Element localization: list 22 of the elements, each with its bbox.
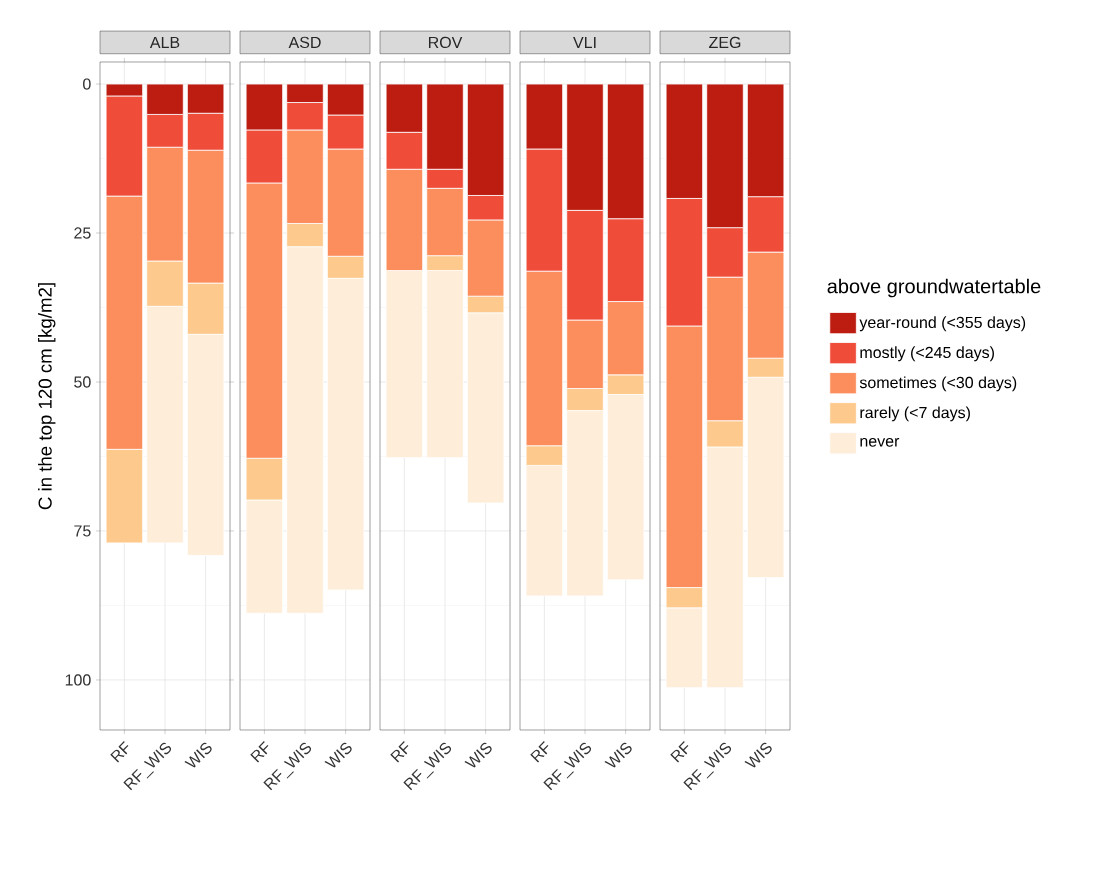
legend-label: year-round (<355 days) bbox=[859, 316, 1026, 332]
y-tick-label: 0 bbox=[83, 78, 91, 90]
x-tick-label: WIS bbox=[184, 742, 212, 768]
legend-label: sometimes (<30 days) bbox=[859, 376, 1017, 392]
chart-title: ALB bbox=[149, 36, 180, 48]
legend-label: rarely (<7 days) bbox=[860, 406, 970, 422]
x-tick-label: WIS bbox=[604, 742, 632, 768]
x-tick-label: WIS bbox=[464, 742, 492, 768]
chart-title: ASD bbox=[288, 36, 321, 49]
y-tick-label: 100 bbox=[65, 674, 91, 686]
y-tick-label: 75 bbox=[74, 525, 91, 537]
y-tick-label: 25 bbox=[74, 227, 91, 239]
legend-title: above groundwatertable bbox=[827, 278, 1041, 298]
x-tick-label: WIS bbox=[744, 742, 772, 768]
chart-title: ZEG bbox=[709, 36, 741, 49]
y-axis-title: C in the top 120 cm [kg/m2] bbox=[38, 283, 56, 510]
y-tick-label: 50 bbox=[74, 376, 91, 388]
legend-label: never bbox=[860, 437, 900, 447]
x-tick-label: WIS bbox=[324, 742, 352, 768]
chart-title: ROV bbox=[428, 36, 463, 49]
chart-title: VLI bbox=[573, 36, 596, 48]
legend-label: mostly (<245 days) bbox=[860, 346, 994, 362]
